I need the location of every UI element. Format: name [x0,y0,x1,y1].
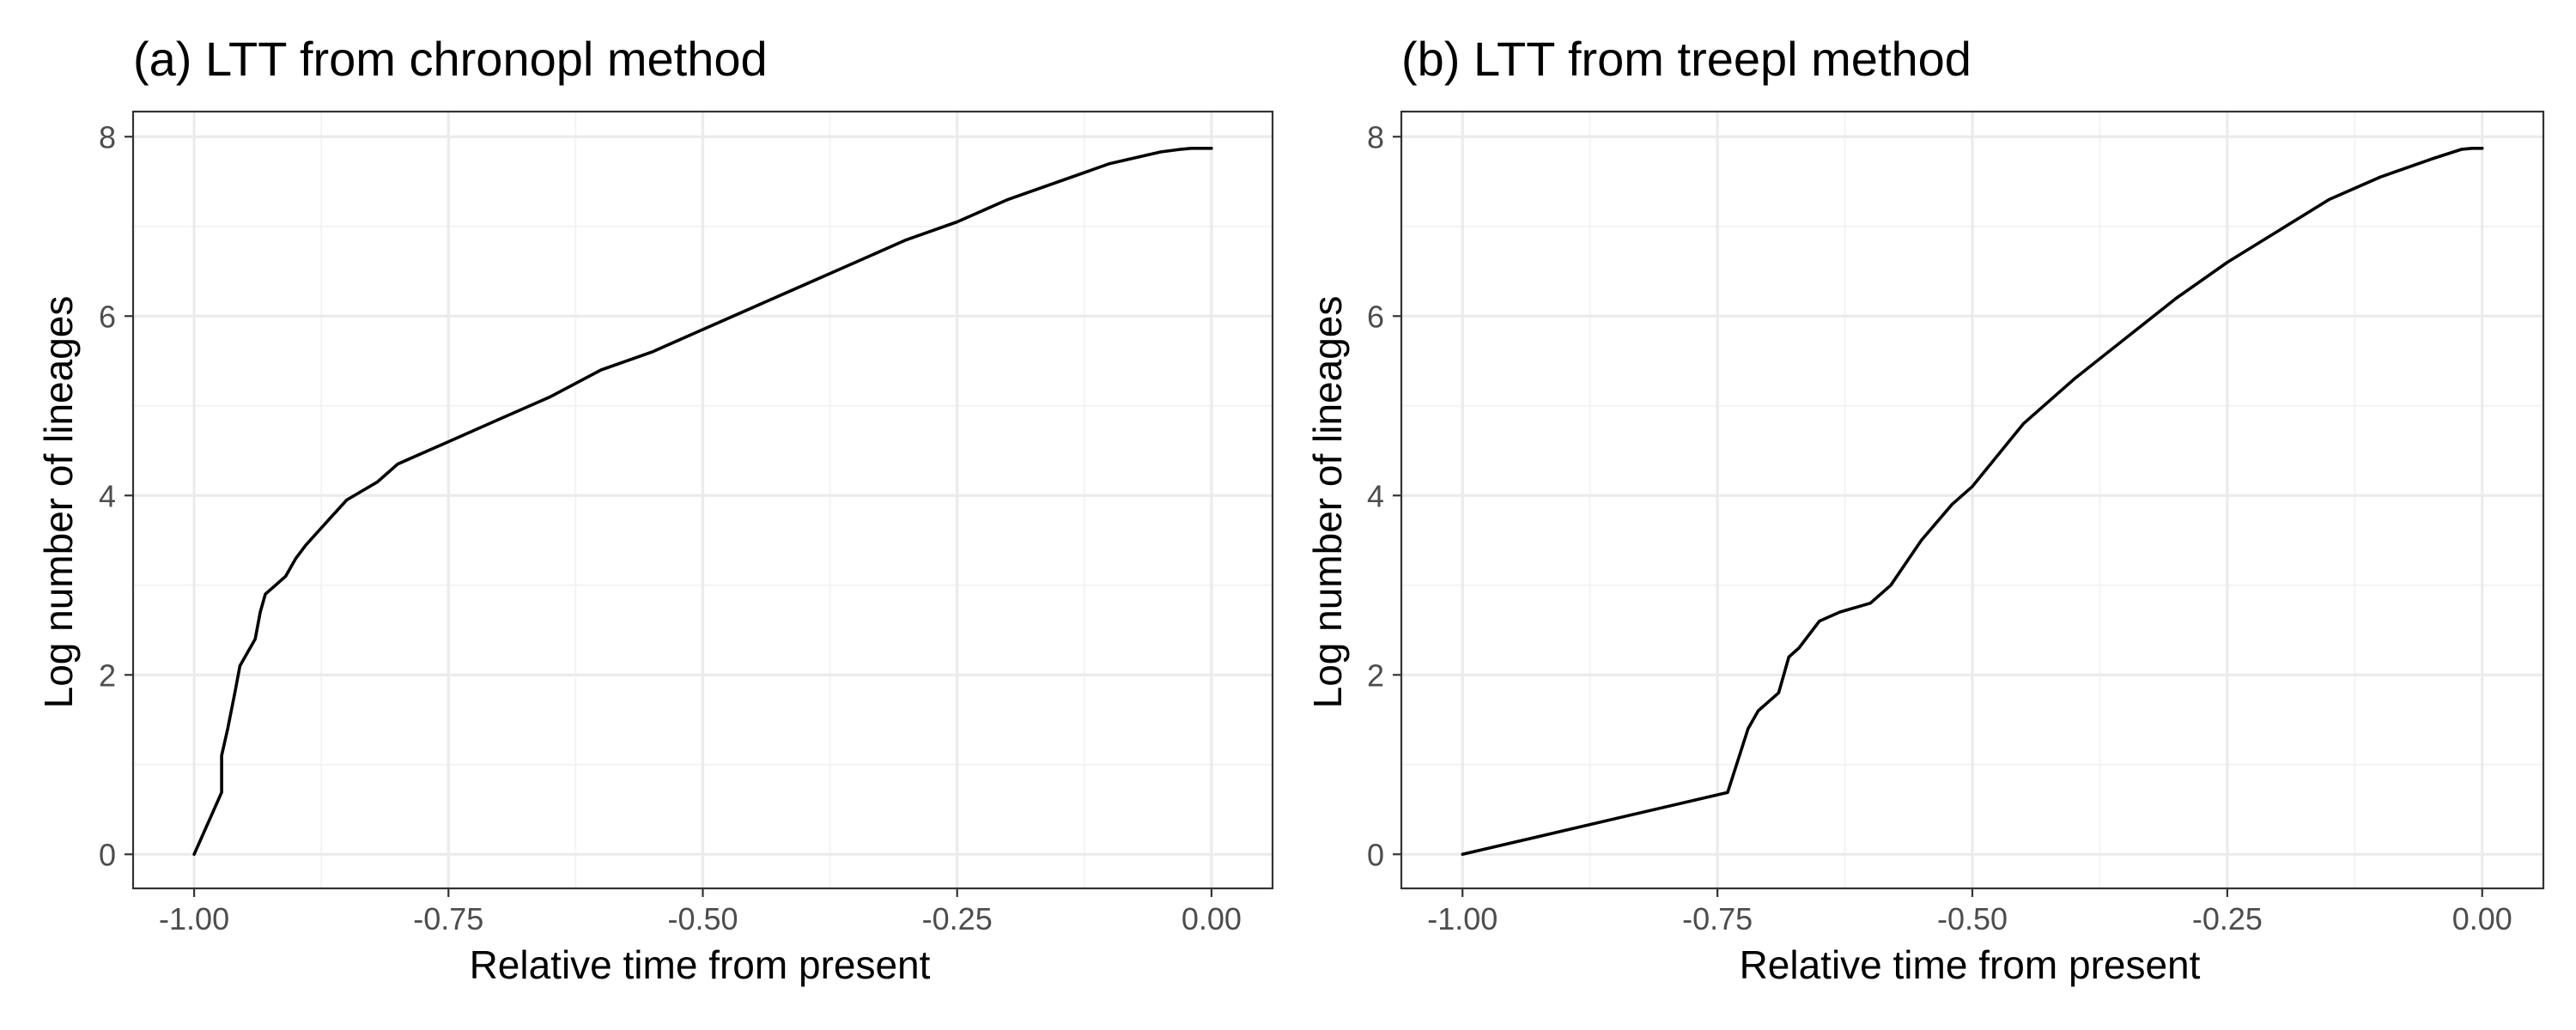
chart-title: (a) LTT from chronopl method [133,32,768,86]
x-tick-label: 0.00 [2452,901,2512,936]
y-tick-label: 8 [1367,119,1384,154]
y-tick-label: 6 [99,299,116,334]
x-tick-label: -0.50 [1937,901,2008,936]
chart-title: (b) LTT from treepl method [1401,32,1971,86]
x-tick-label: -0.75 [1682,901,1753,936]
y-axis-title: Log number of lineages [36,296,81,709]
x-tick-label: -0.50 [667,901,738,936]
chart-panel-chronopl: (a) LTT from chronopl method -1.00 -0.75-… [36,32,1274,987]
y-tick-label: 0 [1367,837,1384,872]
x-tick-label: -0.25 [922,901,993,936]
axis-ticks: -1.00 -0.75 -0.50 -0.25 0.00 0 2 4 6 8 [1367,119,2512,936]
y-tick-label: 2 [1367,657,1384,693]
y-tick-label: 4 [1367,478,1384,513]
x-tick-label: -1.00 [159,901,229,936]
grid-lines [1401,112,2543,888]
y-tick-label: 8 [99,119,116,154]
x-tick-label: -0.75 [413,901,483,936]
x-axis-title: Relative time from present [1740,942,2201,987]
x-tick-label: -1.00 [1427,901,1498,936]
grid-lines [133,112,1273,888]
x-tick-label: -0.25 [2192,901,2263,936]
y-axis-title: Log number of lineages [1305,296,1350,709]
y-tick-label: 6 [1367,299,1384,334]
y-tick-label: 2 [99,657,116,693]
y-tick-label: 4 [99,478,116,513]
ltt-line [1461,147,2484,857]
chart-panel-treepl: (b) LTT from treepl method -1.00 -0.75 -0.… [1305,32,2545,987]
x-tick-label: 0.00 [1182,901,1242,936]
x-axis-title: Relative time from present [470,942,931,987]
ltt-line [192,147,1213,857]
axis-ticks: -1.00 -0.75 -0.50 -0.25 0.00 0 2 4 6 8 [99,119,1242,936]
y-tick-label: 0 [99,837,116,872]
